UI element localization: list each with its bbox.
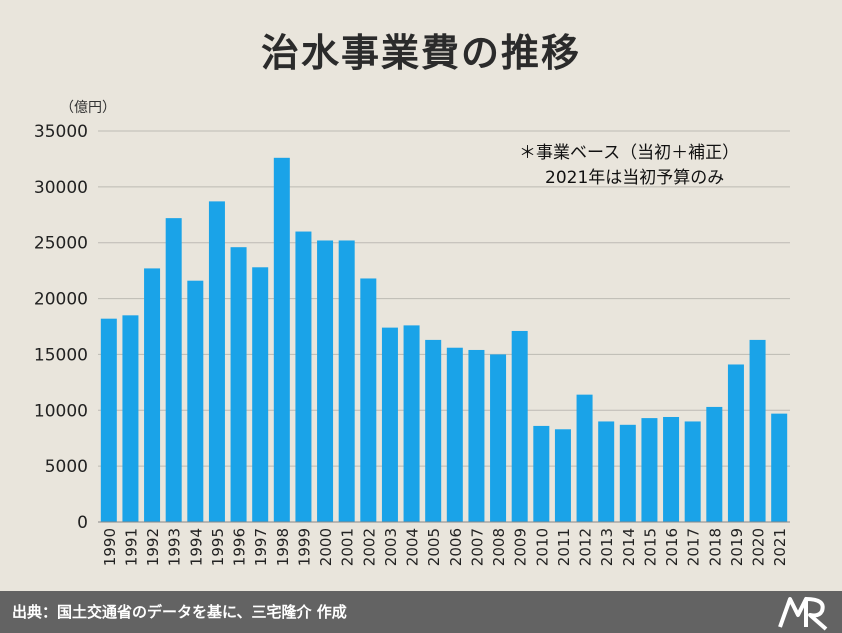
bar	[771, 413, 788, 522]
bar	[446, 347, 463, 522]
chart-title: 治水事業費の推移	[260, 31, 581, 75]
x-tick-label: 1997	[252, 528, 270, 566]
bar	[727, 364, 744, 522]
x-tick-label: 2002	[360, 528, 378, 566]
bar	[641, 418, 658, 522]
bar	[338, 240, 355, 523]
x-tick-label: 2021	[771, 528, 789, 566]
x-tick-label: 2019	[728, 528, 746, 566]
y-tick-label: 25000	[34, 234, 88, 254]
x-tick-label: 2015	[641, 528, 659, 566]
bar	[122, 315, 139, 522]
bar	[468, 349, 485, 522]
x-tick-label: 2005	[425, 528, 443, 566]
bar	[144, 268, 161, 522]
bar	[273, 157, 290, 522]
x-tick-label: 2010	[533, 528, 551, 566]
x-tick-label: 2014	[620, 528, 638, 566]
x-tick-label: 2000	[317, 528, 335, 566]
bar	[187, 280, 204, 522]
x-tick-label: 2011	[555, 528, 573, 566]
x-tick-label: 2020	[750, 528, 768, 566]
x-tick-label: 1991	[122, 528, 140, 566]
bar	[749, 339, 766, 522]
bar	[100, 318, 117, 522]
x-tick-label: 2012	[577, 528, 595, 566]
x-tick-label: 2003	[382, 528, 400, 566]
x-tick-label: 1998	[274, 528, 292, 566]
x-tick-label: 1994	[187, 528, 205, 566]
x-tick-label: 1995	[209, 528, 227, 566]
bar	[706, 406, 723, 522]
y-tick-label: 20000	[34, 290, 88, 310]
x-tick-label: 2007	[468, 528, 486, 566]
y-tick-label: 35000	[34, 122, 88, 142]
y-tick-label: 10000	[34, 401, 88, 421]
x-tick-label: 2017	[685, 528, 703, 566]
x-tick-label: 1993	[166, 528, 184, 566]
x-tick-label: 2006	[447, 528, 465, 566]
x-tick-label: 1999	[295, 528, 313, 566]
bar	[252, 267, 269, 522]
bar	[403, 325, 420, 522]
bar	[619, 424, 636, 522]
bar	[381, 327, 398, 522]
source-credit: 出典：国土交通省のデータを基に、三宅隆介 作成	[12, 603, 347, 621]
y-tick-label: 30000	[34, 178, 88, 198]
bar	[295, 231, 312, 523]
x-tick-label: 1992	[144, 528, 162, 566]
bar	[533, 425, 550, 522]
bar-chart: 0 5000 10000 15000 20000 25000 30000 35000 （億円） 1…	[34, 100, 790, 566]
x-tick-label: 1990	[101, 528, 119, 566]
x-tick-label: 2001	[339, 528, 357, 566]
bar	[208, 201, 225, 522]
x-tick-label: 2004	[404, 528, 422, 566]
y-tick-label: 5000	[45, 457, 88, 477]
bar	[511, 330, 528, 522]
x-tick-label: 2009	[512, 528, 530, 566]
x-tick-label: 2018	[706, 528, 724, 566]
x-tick-label: 2013	[598, 528, 616, 566]
bar	[490, 354, 507, 522]
bar	[554, 429, 571, 522]
footer-bar: 出典：国土交通省のデータを基に、三宅隆介 作成	[0, 591, 842, 633]
brand-logo-icon	[778, 597, 828, 631]
y-tick-label: 0	[77, 513, 88, 533]
bar	[317, 240, 334, 523]
bar	[360, 278, 377, 522]
bar	[598, 421, 615, 522]
bar	[425, 339, 442, 522]
bar	[230, 247, 247, 522]
y-tick-label: 15000	[34, 345, 88, 365]
bar	[576, 394, 593, 522]
bar	[684, 421, 701, 522]
note-line-1: ＊事業ベース（当初＋補正）	[519, 143, 739, 163]
x-tick-label: 1996	[231, 528, 249, 566]
bar	[165, 218, 182, 522]
bar	[663, 416, 680, 522]
x-tick-label: 2016	[663, 528, 681, 566]
x-tick-label: 2008	[490, 528, 508, 566]
note-line-2: 2021年は当初予算のみ	[545, 168, 724, 188]
y-axis-unit-label: （億円）	[60, 100, 116, 116]
